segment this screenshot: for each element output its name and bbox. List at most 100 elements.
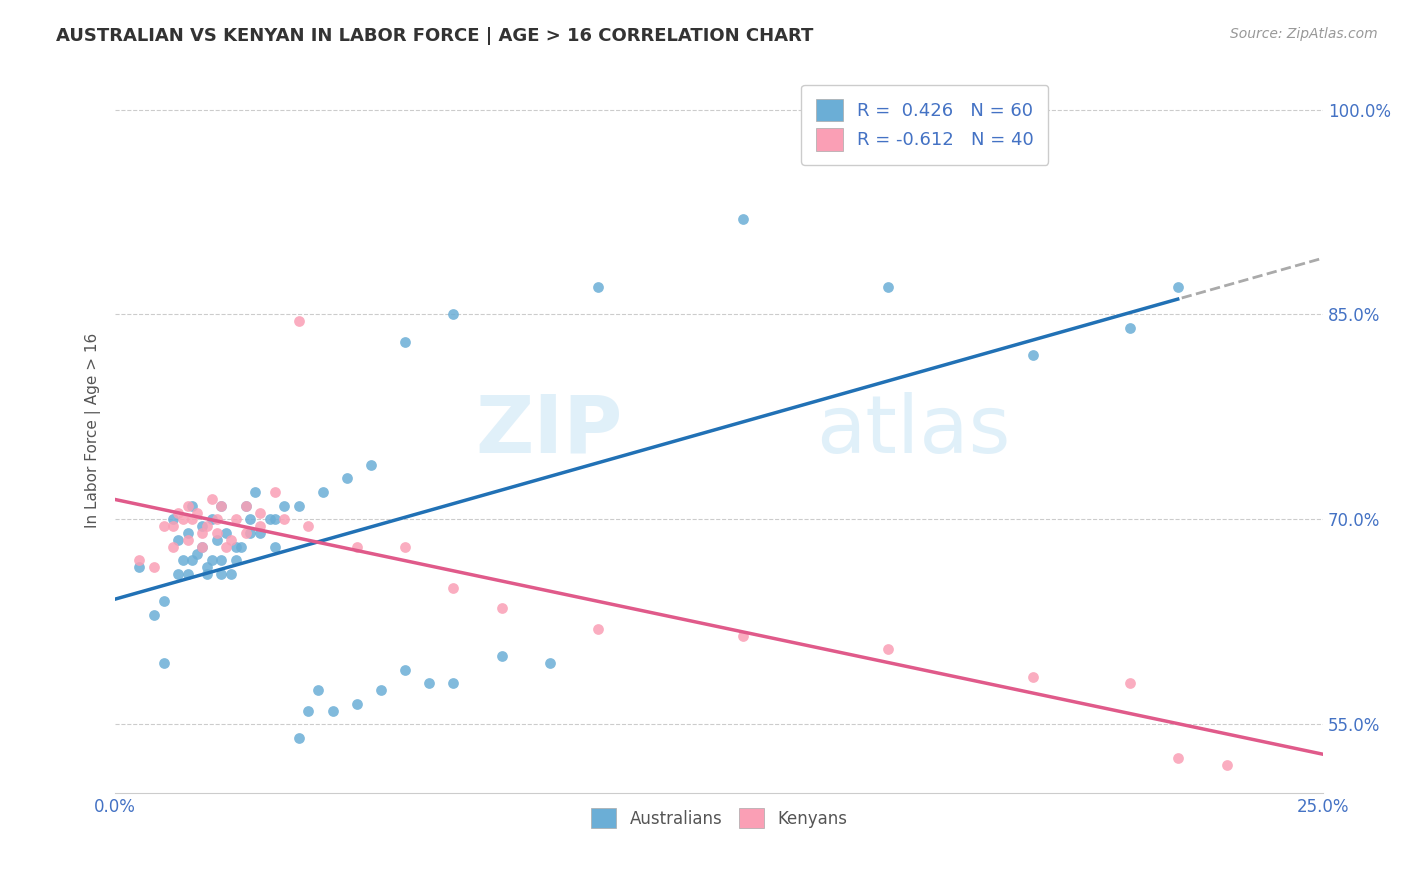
Point — [346, 540, 368, 554]
Point — [205, 512, 228, 526]
Point — [263, 512, 285, 526]
Point — [249, 526, 271, 541]
Point — [245, 485, 267, 500]
Point — [1167, 751, 1189, 765]
Point — [211, 553, 233, 567]
Point — [211, 567, 233, 582]
Point — [235, 499, 257, 513]
Point — [235, 499, 257, 513]
Point — [1119, 676, 1142, 690]
Point — [239, 526, 262, 541]
Point — [225, 553, 247, 567]
Point — [176, 499, 198, 513]
Point — [273, 512, 295, 526]
Point — [370, 683, 392, 698]
Point — [162, 512, 184, 526]
Point — [239, 512, 262, 526]
Point — [441, 676, 464, 690]
Point — [877, 280, 900, 294]
Point — [394, 334, 416, 349]
Point — [259, 512, 281, 526]
Point — [229, 540, 252, 554]
Point — [167, 533, 190, 547]
Point — [418, 676, 440, 690]
Point — [346, 697, 368, 711]
Point — [186, 547, 208, 561]
Point — [1119, 321, 1142, 335]
Point — [201, 512, 224, 526]
Point — [491, 601, 513, 615]
Point — [176, 526, 198, 541]
Point — [195, 519, 218, 533]
Point — [394, 663, 416, 677]
Point — [288, 499, 311, 513]
Point — [307, 683, 329, 698]
Point — [360, 458, 382, 472]
Point — [142, 608, 165, 623]
Point — [172, 553, 194, 567]
Point — [263, 540, 285, 554]
Point — [167, 506, 190, 520]
Point — [128, 553, 150, 567]
Legend: Australians, Kenyans: Australians, Kenyans — [585, 801, 853, 835]
Point — [176, 533, 198, 547]
Point — [167, 567, 190, 582]
Point — [538, 656, 561, 670]
Y-axis label: In Labor Force | Age > 16: In Labor Force | Age > 16 — [86, 333, 101, 528]
Point — [263, 485, 285, 500]
Point — [191, 540, 214, 554]
Point — [1022, 669, 1045, 683]
Point — [176, 567, 198, 582]
Point — [205, 533, 228, 547]
Point — [201, 553, 224, 567]
Point — [205, 526, 228, 541]
Point — [186, 506, 208, 520]
Point — [128, 560, 150, 574]
Point — [491, 648, 513, 663]
Point — [181, 512, 204, 526]
Point — [1167, 280, 1189, 294]
Point — [162, 540, 184, 554]
Point — [312, 485, 335, 500]
Point — [219, 533, 242, 547]
Point — [181, 553, 204, 567]
Point — [441, 581, 464, 595]
Point — [588, 280, 610, 294]
Point — [162, 519, 184, 533]
Text: ZIP: ZIP — [475, 392, 623, 469]
Point — [877, 642, 900, 657]
Point — [191, 526, 214, 541]
Point — [297, 704, 319, 718]
Point — [394, 540, 416, 554]
Point — [235, 526, 257, 541]
Point — [201, 491, 224, 506]
Point — [211, 499, 233, 513]
Point — [211, 499, 233, 513]
Point — [225, 540, 247, 554]
Point — [297, 519, 319, 533]
Point — [1215, 758, 1237, 772]
Point — [191, 519, 214, 533]
Point — [336, 471, 359, 485]
Point — [249, 519, 271, 533]
Point — [152, 656, 174, 670]
Point — [249, 506, 271, 520]
Point — [588, 622, 610, 636]
Text: atlas: atlas — [815, 392, 1010, 469]
Point — [219, 567, 242, 582]
Point — [441, 308, 464, 322]
Point — [288, 314, 311, 328]
Point — [181, 499, 204, 513]
Point — [152, 594, 174, 608]
Point — [172, 512, 194, 526]
Point — [215, 540, 238, 554]
Point — [733, 628, 755, 642]
Text: Source: ZipAtlas.com: Source: ZipAtlas.com — [1230, 27, 1378, 41]
Point — [152, 519, 174, 533]
Point — [322, 704, 344, 718]
Point — [733, 211, 755, 226]
Point — [1022, 348, 1045, 362]
Point — [195, 560, 218, 574]
Point — [225, 512, 247, 526]
Point — [273, 499, 295, 513]
